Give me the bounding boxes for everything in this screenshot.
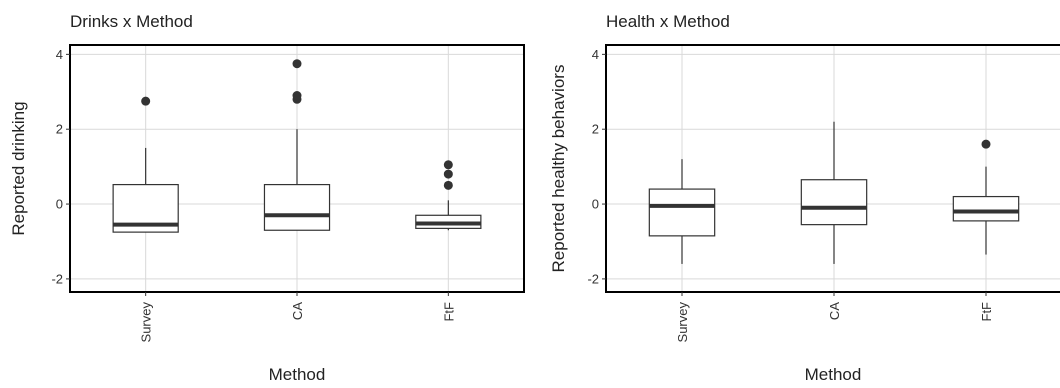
box-ftf — [952, 139, 1020, 255]
panel-title: Health x Method — [606, 12, 730, 31]
outlier-point — [443, 169, 453, 179]
outlier-point — [443, 180, 453, 190]
x-tick-label: Survey — [675, 302, 690, 343]
outlier-point — [292, 59, 302, 69]
box-ca — [263, 59, 331, 231]
iqr-box — [648, 188, 716, 237]
y-tick-label: -2 — [51, 271, 63, 286]
y-tick-label: 0 — [56, 197, 63, 212]
box-ftf — [415, 160, 482, 231]
panel-health: Health x Method -2 0 2 4 Survey CA FtF Method Rep… — [549, 12, 1060, 384]
outlier-point — [981, 139, 991, 149]
box-survey — [648, 159, 716, 264]
x-tick-label: CA — [290, 302, 305, 320]
iqr-box — [952, 195, 1020, 222]
x-tick-label: FtF — [441, 302, 456, 322]
y-tick-label: 2 — [56, 122, 63, 137]
outlier-point — [443, 160, 453, 170]
x-axis-title: Method — [805, 365, 862, 384]
iqr-box — [800, 179, 868, 226]
y-tick-label: -2 — [587, 271, 599, 286]
x-tick-label: Survey — [139, 302, 154, 343]
y-tick-label: 2 — [592, 122, 599, 137]
box-ca — [800, 121, 868, 264]
box-survey — [112, 96, 179, 233]
x-tick-label: CA — [827, 302, 842, 320]
y-tick-label: 4 — [592, 47, 599, 62]
y-tick-label: 0 — [592, 197, 599, 212]
x-axis-title: Method — [269, 365, 326, 384]
outlier-point — [141, 96, 151, 106]
x-tick-label: FtF — [979, 302, 994, 322]
panel-title: Drinks x Method — [70, 12, 193, 31]
y-axis-title: Reported drinking — [9, 101, 28, 235]
panel-drinks: Drinks x Method -2 0 2 4 Survey CA FtF Method Rep… — [9, 12, 525, 384]
iqr-box — [263, 183, 331, 231]
y-axis-title: Reported healthy behaviors — [549, 65, 568, 273]
y-tick-label: 4 — [56, 47, 63, 62]
plot-frame — [605, 44, 1060, 293]
outlier-point — [292, 91, 302, 101]
